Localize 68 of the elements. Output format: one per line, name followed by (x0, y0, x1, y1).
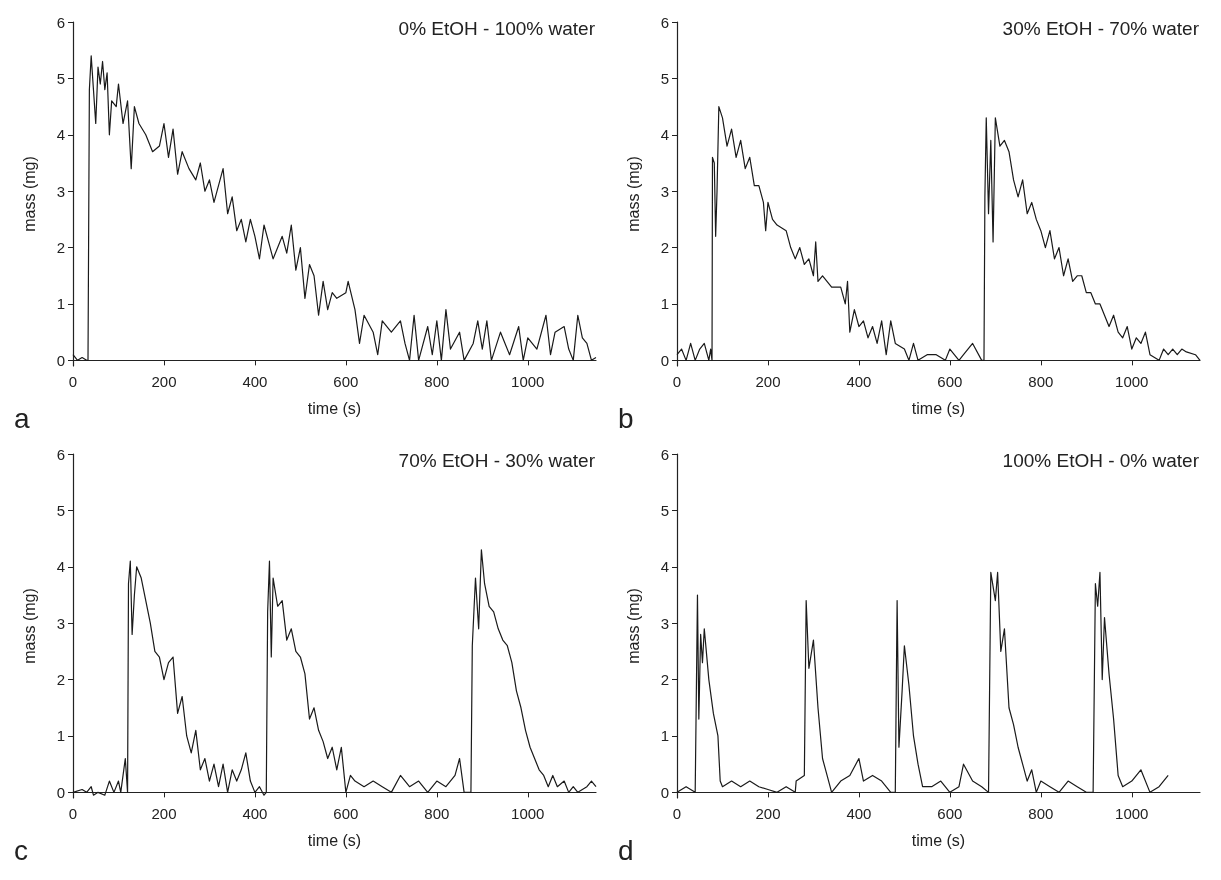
x-axis-title: time (s) (307, 399, 362, 417)
y-axis-title: mass (mg) (624, 156, 642, 232)
x-tick-label: 800 (1028, 805, 1054, 822)
y-tick-label: 4 (56, 558, 65, 576)
chart-title: 30% EtOH - 70% water (1002, 18, 1200, 39)
text: b (618, 402, 634, 434)
text: a (14, 402, 30, 434)
y-tick-label: 3 (660, 182, 669, 200)
y-tick-label: 0 (660, 351, 669, 369)
y-tick-label: 6 (660, 445, 669, 463)
x-tick-label: 800 (424, 373, 450, 390)
text: c (14, 834, 28, 866)
y-tick-label: 5 (660, 501, 669, 519)
y-tick-label: 4 (660, 558, 669, 576)
x-tick-label: 400 (846, 805, 872, 822)
text: d (618, 834, 634, 866)
x-tick-label: 200 (755, 373, 781, 390)
y-tick-label: 0 (56, 783, 65, 801)
y-tick-label: 3 (56, 182, 65, 200)
x-tick-label: 1000 (511, 805, 545, 822)
x-tick-label: 400 (242, 805, 268, 822)
y-tick-label: 3 (660, 614, 669, 632)
x-tick-label: 0 (68, 373, 78, 390)
y-tick-label: 1 (660, 727, 669, 745)
y-tick-label: 6 (660, 13, 669, 31)
x-tick-label: 800 (1028, 373, 1054, 390)
x-tick-label: 0 (68, 805, 78, 822)
y-tick-label: 0 (660, 783, 669, 801)
x-tick-label: 1000 (511, 373, 545, 390)
x-tick-label: 600 (937, 373, 963, 390)
y-tick-label: 1 (56, 727, 65, 745)
y-axis-title: mass (mg) (20, 156, 38, 232)
x-axis-title: time (s) (911, 831, 966, 849)
y-tick-label: 2 (56, 239, 65, 257)
x-axis-title: time (s) (911, 399, 966, 417)
y-tick-label: 5 (660, 69, 669, 87)
x-tick-label: 1000 (1115, 805, 1149, 822)
x-tick-label: 800 (424, 805, 450, 822)
y-tick-label: 6 (56, 445, 65, 463)
chart-title: 70% EtOH - 30% water (398, 450, 596, 471)
x-tick-label: 600 (937, 805, 963, 822)
x-tick-label: 400 (242, 373, 268, 390)
y-tick-label: 0 (56, 351, 65, 369)
x-tick-label: 200 (151, 373, 177, 390)
y-tick-label: 3 (56, 614, 65, 632)
y-tick-label: 6 (56, 13, 65, 31)
x-tick-label: 200 (151, 805, 177, 822)
x-tick-label: 200 (755, 805, 781, 822)
y-axis-title: mass (mg) (624, 588, 642, 664)
x-tick-label: 0 (672, 805, 682, 822)
x-tick-label: 600 (333, 805, 359, 822)
y-tick-label: 4 (56, 126, 65, 144)
y-tick-label: 2 (660, 671, 669, 689)
x-tick-label: 1000 (1115, 373, 1149, 390)
x-axis-title: time (s) (307, 831, 362, 849)
y-tick-label: 2 (660, 239, 669, 257)
y-axis-title: mass (mg) (20, 588, 38, 664)
chart-title: 100% EtOH - 0% water (1002, 450, 1200, 471)
y-tick-label: 2 (56, 671, 65, 689)
x-tick-label: 600 (333, 373, 359, 390)
x-tick-label: 0 (672, 373, 682, 390)
y-tick-label: 5 (56, 501, 65, 519)
chart-title: 0% EtOH - 100% water (398, 18, 596, 39)
y-tick-label: 4 (660, 126, 669, 144)
y-tick-label: 1 (56, 295, 65, 313)
y-tick-label: 1 (660, 295, 669, 313)
y-tick-label: 5 (56, 69, 65, 87)
x-tick-label: 400 (846, 373, 872, 390)
